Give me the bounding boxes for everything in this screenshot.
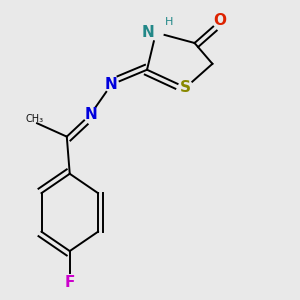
- Text: CH₃: CH₃: [25, 114, 43, 124]
- Text: N: N: [84, 107, 97, 122]
- Text: H: H: [165, 17, 173, 27]
- Text: N: N: [105, 77, 118, 92]
- Text: O: O: [213, 13, 226, 28]
- Text: S: S: [180, 80, 191, 95]
- Text: N: N: [142, 25, 154, 40]
- Text: F: F: [64, 275, 75, 290]
